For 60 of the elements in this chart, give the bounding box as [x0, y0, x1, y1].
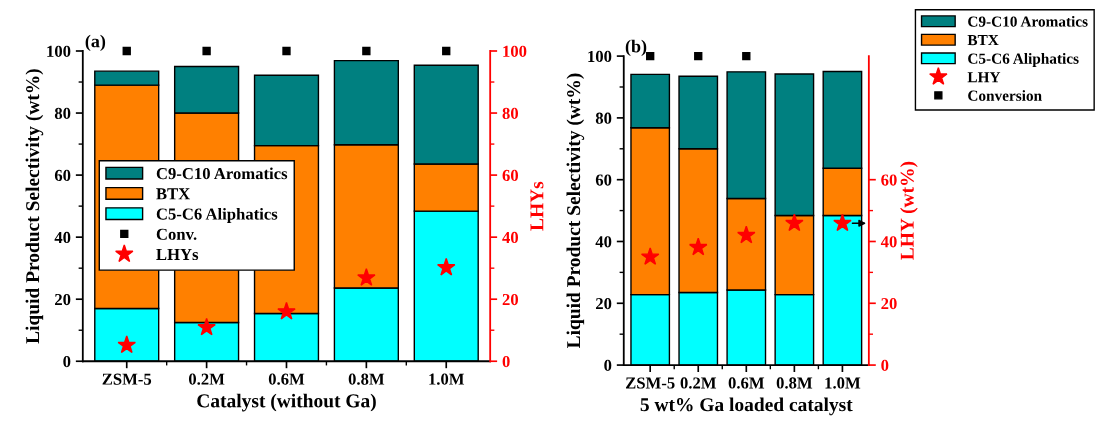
x-tick-label: ZSM-5: [625, 377, 675, 389]
y-tick-label: 100: [47, 45, 71, 57]
annotation: (a): [85, 34, 106, 51]
legend-label: LHYs: [156, 249, 199, 261]
y2-axis-title: LHY (wt%): [900, 161, 918, 260]
y2-tick-label: 40: [502, 231, 519, 244]
x-tick-label: 0.8M: [776, 377, 813, 389]
legend-label: C5-C6 Aliphatics: [968, 53, 1079, 67]
y2-tick-label: 80: [502, 107, 519, 119]
y2-tick-label: 60: [881, 174, 897, 186]
y-tick-label: 40: [595, 236, 612, 248]
legend-label: C9-C10 Aromatics: [968, 15, 1088, 27]
y2-tick-label: 100: [503, 45, 527, 57]
x-tick-label: 1.0M: [825, 377, 861, 389]
point: [357, 268, 376, 286]
x-tick-label: ZSM-5: [102, 373, 152, 385]
y2-tick-label: 0: [881, 359, 889, 372]
point: [833, 213, 852, 232]
y-tick-label: 0: [63, 355, 71, 368]
legend-label: BTX: [967, 35, 999, 46]
y-tick-label: 20: [595, 297, 612, 310]
point: [785, 213, 804, 232]
y-tick-label: 0: [604, 359, 612, 372]
y2-tick-label: 20: [502, 293, 519, 306]
y-tick-label: 80: [54, 107, 71, 119]
legend-label: Conv.: [156, 228, 197, 240]
legend-label: C5-C6 Aliphatics: [156, 207, 278, 224]
y2-axis-title: LHYs: [530, 181, 544, 231]
x-tick-label: 0.8M: [348, 373, 385, 385]
y-tick-label: 40: [54, 231, 71, 244]
annotation: (b): [625, 39, 647, 57]
y2-tick-label: 20: [881, 297, 897, 310]
y-tick-label: 100: [588, 50, 612, 63]
y-tick-label: 20: [55, 293, 71, 306]
point: [117, 335, 137, 354]
x-tick-label: 0.2M: [188, 373, 225, 385]
legend-label: C9-C10 Aromatics: [156, 167, 288, 180]
x-tick-label: 0.6M: [728, 377, 765, 389]
y-axis-title: Liquid Product Selectivity (wt%): [25, 69, 44, 344]
x-axis-title: 5 wt% Ga loaded catalyst: [640, 397, 853, 416]
y-tick-label: 80: [595, 112, 612, 124]
point: [737, 225, 756, 244]
legend-label: BTX: [156, 188, 191, 200]
y-tick-label: 60: [595, 174, 612, 186]
point: [436, 257, 456, 276]
y2-tick-label: 60: [502, 169, 519, 182]
point: [197, 317, 216, 336]
x-tick-label: 0.2M: [680, 377, 717, 389]
legend-label: Conversion: [968, 90, 1042, 101]
x-tick-label: 1.0M: [429, 373, 465, 385]
point: [277, 301, 296, 320]
legend-label: LHY: [967, 72, 1001, 83]
y2-tick-label: 40: [880, 236, 897, 248]
x-axis-title: Catalyst (without Ga): [197, 393, 376, 412]
y-tick-label: 60: [54, 169, 71, 182]
y-axis-title: Liquid Product Selectivity (wt%): [566, 73, 585, 349]
x-tick-label: 0.6M: [268, 373, 305, 385]
point: [688, 237, 708, 256]
y2-tick-label: 0: [502, 355, 510, 368]
point: [640, 247, 660, 265]
